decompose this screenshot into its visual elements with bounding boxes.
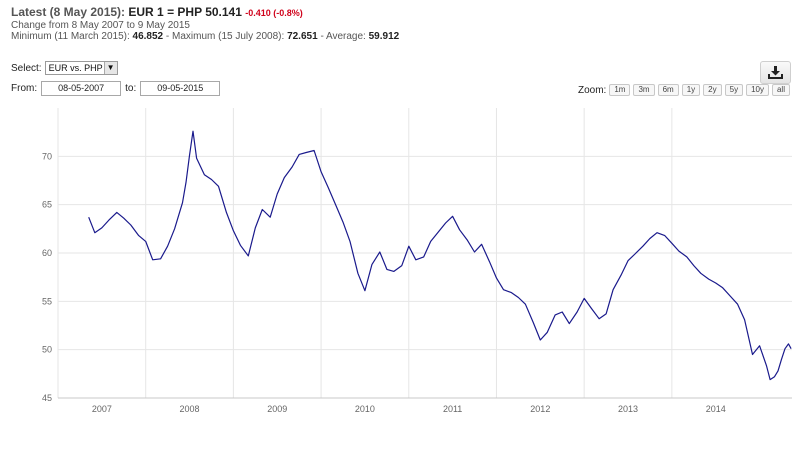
currency-pair-value: EUR vs. PHP: [48, 63, 103, 73]
y-tick-label: 55: [42, 296, 52, 306]
x-tick-label: 2013: [618, 404, 638, 414]
y-tick-label: 70: [42, 151, 52, 161]
latest-label: Latest (8 May 2015):: [11, 5, 126, 19]
y-tick-label: 65: [42, 200, 52, 210]
zoom-button-2y[interactable]: 2y: [703, 84, 722, 96]
from-label: From:: [11, 83, 38, 94]
zoom-label: Zoom:: [578, 84, 607, 96]
zoom-controls: Zoom: 1m 3m 6m 1y 2y 5y 10y all: [578, 84, 790, 96]
avg-label: - Average:: [320, 31, 366, 42]
series-line: [88, 130, 792, 381]
x-tick-label: 2011: [443, 404, 462, 414]
stats-line: Minimum (11 March 2015): 46.852 - Maximu…: [11, 31, 711, 42]
zoom-button-6m[interactable]: 6m: [657, 84, 679, 96]
from-date-input[interactable]: 08-05-2007: [41, 81, 122, 96]
x-tick-label: 2008: [180, 404, 200, 414]
y-tick-label: 60: [42, 248, 52, 258]
x-tick-label: 2014: [706, 404, 726, 414]
min-label: Minimum (11 March 2015):: [11, 31, 130, 42]
pair-select-row: Select: EUR vs. PHP ▼: [11, 61, 118, 75]
avg-value: 59.912: [368, 31, 400, 42]
zoom-button-5y[interactable]: 5y: [724, 84, 744, 96]
latest-rate-line: Latest (8 May 2015): EUR 1 = PHP 50.141 …: [11, 5, 711, 20]
change-range-text: Change from 8 May 2007 to 9 May 2015: [11, 20, 190, 31]
grid-layer: [57, 108, 792, 399]
x-tick-label: 2009: [267, 404, 287, 414]
zoom-button-3m[interactable]: 3m: [633, 84, 655, 96]
series-layer: [88, 130, 792, 381]
to-date-input[interactable]: 09-05-2015: [140, 81, 221, 96]
tick-label-layer: 45 50 55 60 65 70 2007 2008 2009 2010 2011 2012 2013…: [42, 151, 726, 414]
chevron-down-icon[interactable]: ▼: [103, 62, 117, 74]
zoom-button-10y[interactable]: 10y: [746, 84, 769, 96]
max-value: 72.651: [287, 31, 318, 42]
zoom-button-1y[interactable]: 1y: [681, 84, 701, 96]
zoom-button-all[interactable]: all: [771, 84, 790, 96]
y-tick-label: 50: [42, 345, 52, 355]
download-button[interactable]: [760, 61, 791, 84]
x-tick-label: 2012: [530, 404, 550, 414]
latest-rate: EUR 1 = PHP 50.141: [128, 5, 242, 19]
currency-pair-select[interactable]: EUR vs. PHP ▼: [44, 61, 118, 75]
download-icon: [768, 66, 783, 79]
to-label: to:: [125, 83, 137, 94]
rate-change: -0.410 (-0.8%): [245, 8, 303, 18]
x-tick-label: 2010: [355, 404, 375, 414]
max-label: - Maximum (15 July 2008):: [165, 31, 285, 42]
summary-header: Latest (8 May 2015): EUR 1 = PHP 50.141 …: [11, 5, 711, 42]
x-tick-label: 2007: [92, 404, 112, 414]
y-tick-label: 45: [42, 393, 52, 403]
min-value: 46.852: [132, 31, 164, 42]
date-range-row: From: 08-05-2007 to: 09-05-2015: [11, 81, 221, 96]
exchange-rate-chart[interactable]: 45 50 55 60 65 70 2007 2008 2009 2010 2011 2012 2013…: [0, 100, 800, 420]
zoom-button-1m[interactable]: 1m: [609, 84, 631, 96]
select-label: Select:: [11, 62, 42, 74]
